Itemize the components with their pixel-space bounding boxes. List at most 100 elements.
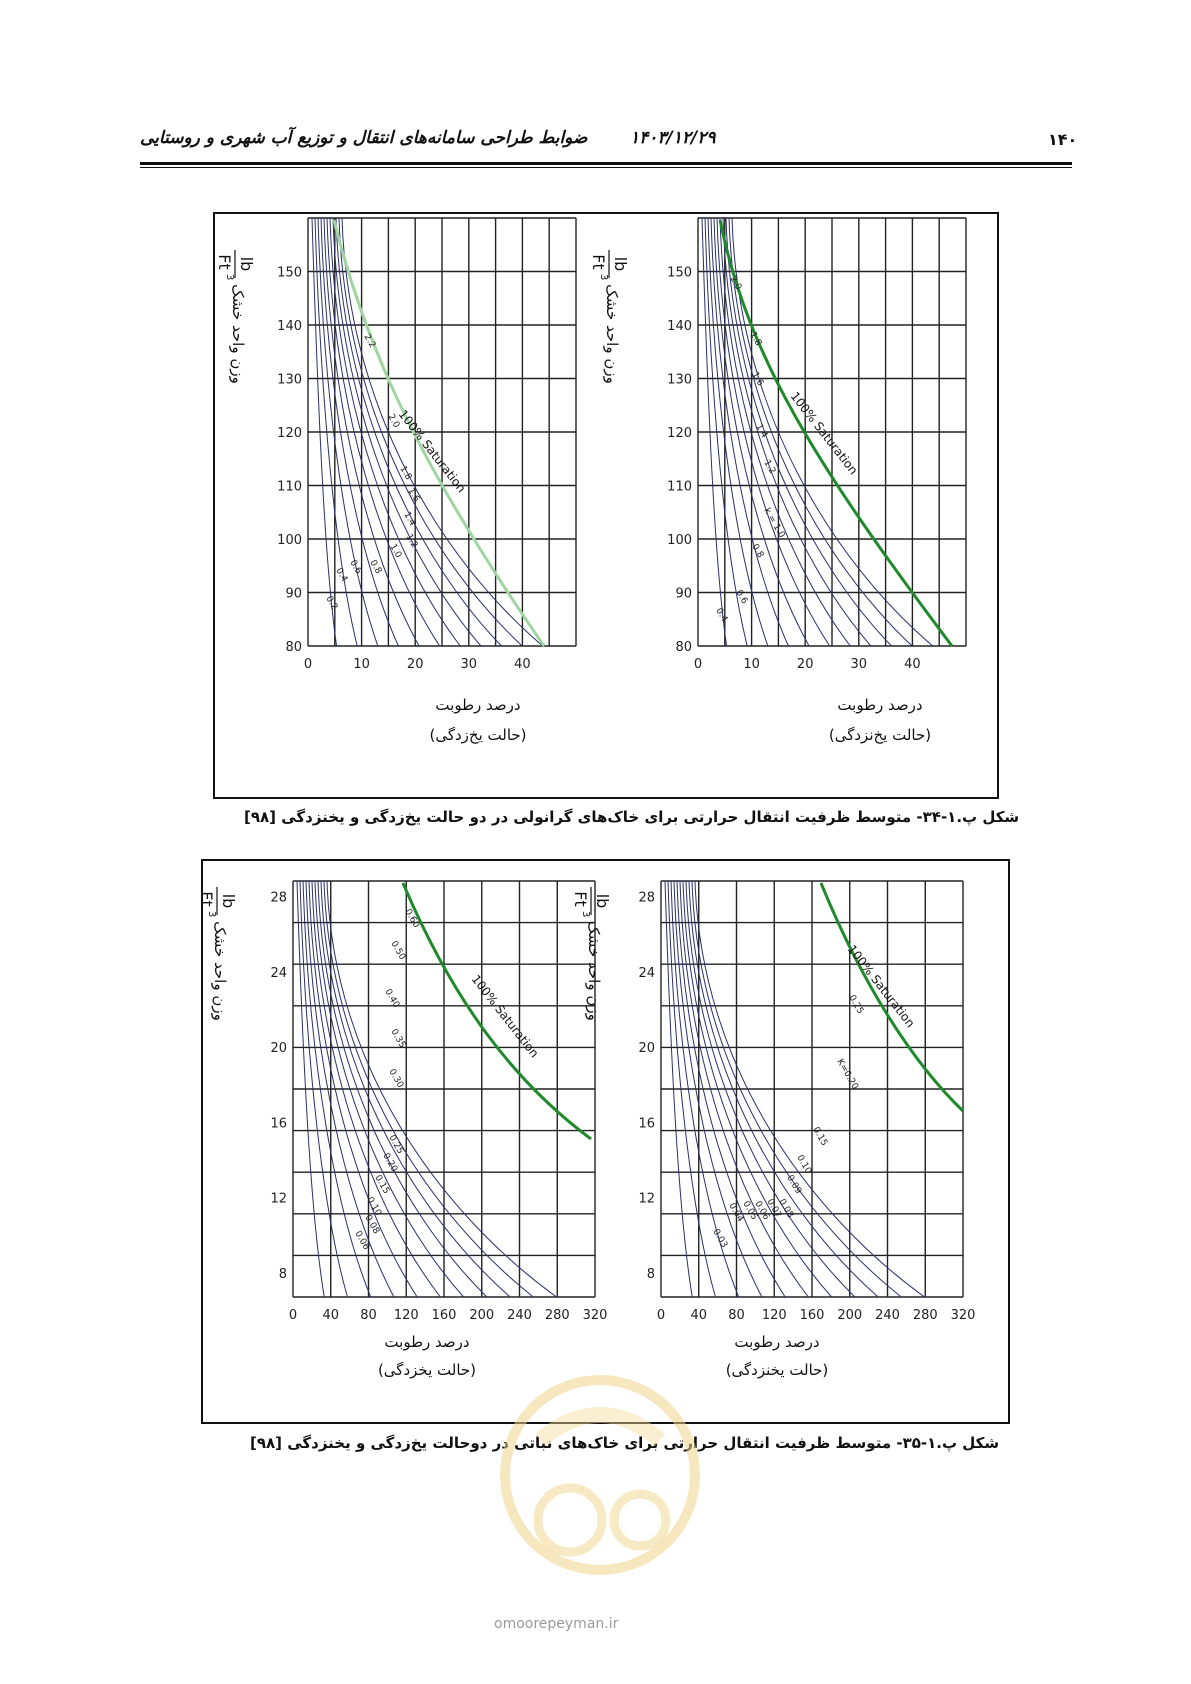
fig2-left-curve: [305, 880, 395, 1298]
fig2-right-saturation-curve: [819, 882, 965, 1113]
y-unit-denominator: Ft: [215, 254, 234, 269]
fig2-right-x-tick: 160: [800, 1308, 825, 1323]
header-rule-thin: [140, 167, 1072, 168]
fig2-right-x-axis-label: درصد رطوبت: [734, 1333, 819, 1351]
fig2-right-curve: [673, 880, 763, 1298]
fig1-left-x-tick: 10: [353, 657, 370, 672]
fig2-left-x-tick: 320: [583, 1308, 608, 1323]
fig2-left-curve-label: 0.15: [372, 1174, 391, 1196]
fig1-right-saturation-curve: [718, 219, 954, 647]
fig2-right-y-tick: 16: [638, 1116, 655, 1131]
fig2-left-curve: [299, 880, 348, 1298]
fig1-right-y-tick: 140: [667, 319, 692, 334]
fig1-right-curve-label: 0.6: [733, 589, 749, 607]
fig2-right-x-tick: 40: [690, 1308, 707, 1323]
fig1-right-x-tick: 30: [851, 657, 868, 672]
fig1-left-x-tick: 20: [407, 657, 424, 672]
fig1-left-curve: [317, 217, 379, 647]
fig1-left-curve: [332, 217, 482, 647]
fig1-right-y-tick: 100: [667, 533, 692, 548]
figure-granular-soils: 100% Saturation 2.2 2.0 1.8 1.6 1.4 1.2 1.0 0.8 0…: [213, 212, 999, 799]
fig1-left-curve-label: 1.2: [403, 533, 419, 550]
fig2-right-y-tick: 24: [638, 966, 655, 981]
fig2-right-curve: [667, 880, 716, 1298]
y-unit-numerator: lb: [593, 894, 612, 909]
fig1-right-curve: [713, 217, 810, 647]
fig1-left-curve-label: 0.4: [333, 567, 349, 585]
fig1-right-x-tick: 40: [904, 657, 921, 672]
fig2-right-curve: [685, 880, 856, 1298]
fig2-left-x-tick: 80: [360, 1308, 377, 1323]
fig2-right-curve-label: K=0.20: [834, 1058, 860, 1092]
fig2-left-x-tick: 280: [545, 1308, 570, 1323]
fig1-left-curve-label: 0.8: [367, 559, 383, 577]
fig2-left-x-tick: 0: [289, 1308, 297, 1323]
fig1-left-curve: [320, 217, 399, 647]
fig1-right-x-tick: 10: [743, 657, 760, 672]
fig2-left-x-tick: 120: [394, 1308, 419, 1323]
fig1-right-y-tick: 110: [667, 480, 692, 495]
fig1-left-saturation-curve: [332, 219, 546, 647]
y-unit-numerator: lb: [611, 257, 630, 272]
fig1-right-y-tick: 130: [667, 373, 692, 388]
fig2-right-y-tick: 12: [638, 1192, 655, 1207]
fig1-left-y-tick: 80: [285, 640, 302, 655]
fig1-left-curve: [341, 217, 544, 647]
fig2-right-curve: [691, 880, 902, 1298]
fig2-right-curve: [676, 880, 786, 1298]
fig2-right-x-tick: 280: [913, 1308, 938, 1323]
fig1-left-saturation-label: 100% Saturation: [396, 407, 469, 495]
y-unit-exponent: 3: [206, 911, 217, 917]
fig2-left-x-axis-label: درصد رطوبت: [384, 1333, 469, 1351]
fig1-right-curve: [722, 217, 872, 647]
fig2-left-curve: [296, 880, 325, 1298]
fig1-right-x-tick: 0: [694, 657, 702, 672]
header-date: ۱۴۰۳/۱۲/۲۹: [630, 128, 716, 148]
fig2-left-curve-label: 0.30: [386, 1068, 405, 1091]
figure-1-caption: شکل پ.۱-۳۴- متوسط ظرفیت انتقال حرارتی بر…: [244, 808, 1020, 826]
fig1-right-curve: [728, 217, 913, 647]
fig1-left-y-tick: 100: [277, 533, 302, 548]
fig1-right-curve: [725, 217, 892, 647]
fig2-right-y-tick: 20: [638, 1041, 655, 1056]
y-unit-exponent: 3: [598, 274, 609, 280]
fig1-left-y-tick: 110: [277, 480, 302, 495]
fig2-right-x-tick: 0: [657, 1308, 665, 1323]
fig1-left-x-tick: 40: [514, 657, 531, 672]
fig1-left-curve: [314, 217, 358, 647]
fig2-left-x-tick: 200: [469, 1308, 494, 1323]
y-unit-exponent: 3: [224, 274, 235, 280]
fig2-left-curve: [323, 880, 534, 1298]
fig2-right-curve-label: 0.15: [810, 1126, 829, 1148]
figure-organic-soils: 100% Saturation 0.60 0.50 0.40 0.35 0.30 0.25 0…: [201, 859, 1010, 1424]
fig2-right-curve: [670, 880, 740, 1298]
header-rule-thick: [140, 162, 1072, 165]
y-unit-numerator: lb: [219, 894, 238, 909]
y-unit-denominator: Ft: [571, 891, 590, 906]
figure-2-graphic: 100% Saturation0.600.500.400.350.300.250…: [203, 880, 975, 1379]
fig2-right-curve: [664, 880, 693, 1298]
fig1-left-x-tick: 30: [461, 657, 478, 672]
fig2-left-y-tick: 24: [270, 966, 287, 981]
y-axis-label: وزن واحد خشک: [229, 284, 247, 384]
fig2-right-curve: [679, 880, 809, 1298]
fig1-left-curve: [311, 217, 338, 647]
fig1-left-y-tick: 150: [277, 266, 302, 281]
fig1-left-state-label: (حالت یخ‌زدگی): [429, 726, 526, 744]
fig1-left-y-tick: 90: [285, 587, 302, 602]
fig1-right-curve: [710, 217, 789, 647]
fig2-right-saturation-label: 100% Saturation: [845, 942, 918, 1030]
fig2-left-x-tick: 40: [322, 1308, 339, 1323]
fig1-left-y-tick: 120: [277, 426, 302, 441]
fig2-left-y-tick: 8: [279, 1267, 287, 1282]
fig1-left-curve: [326, 217, 441, 647]
fig1-right-state-label: (حالت یخ‌نزدگی): [829, 726, 931, 744]
fig2-left-curve: [311, 880, 441, 1298]
y-axis-label: وزن واحد خشک: [603, 284, 621, 384]
fig2-right-state-label: (حالت یخنزدگی): [726, 1361, 829, 1379]
fig2-left-x-tick: 240: [507, 1308, 532, 1323]
fig1-right-curve-label: 2.0: [727, 275, 743, 293]
fig2-left-curve-label: 0.50: [388, 940, 407, 963]
